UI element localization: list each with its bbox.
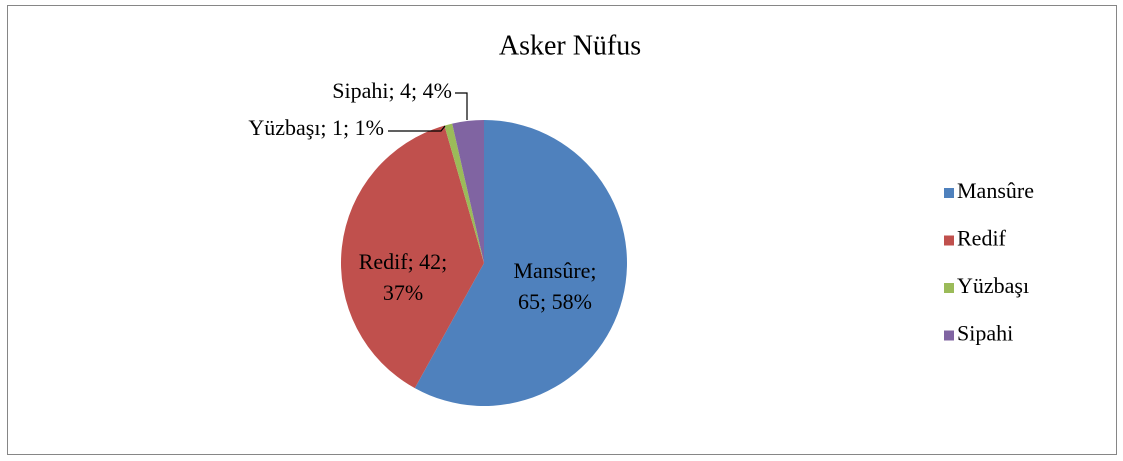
legend-swatch — [944, 330, 954, 341]
data-label: Redif; 42; — [359, 249, 448, 274]
legend-label: Sipahi — [957, 321, 1013, 346]
leader-line — [455, 92, 468, 120]
data-label: 65; 58% — [518, 289, 592, 314]
pie-slice — [340, 125, 484, 389]
chart-title: Asker Nüfus — [499, 30, 641, 61]
leader-line — [388, 125, 446, 132]
data-label: Mansûre; — [513, 258, 596, 283]
legend-swatch — [944, 188, 954, 198]
pie-slice — [444, 123, 484, 263]
pie-slice — [452, 120, 484, 263]
data-label: 37% — [383, 280, 423, 305]
legend-label: Yüzbaşı — [957, 273, 1029, 298]
data-label: Sipahi; 4; 4% — [332, 78, 452, 103]
legend-label: Mansûre — [957, 178, 1034, 203]
data-label: Yüzbaşı; 1; 1% — [248, 115, 384, 140]
pie-slice — [414, 120, 627, 406]
legend-label: Redif — [957, 226, 1007, 251]
legend-swatch — [944, 283, 954, 293]
legend-swatch — [944, 235, 954, 246]
